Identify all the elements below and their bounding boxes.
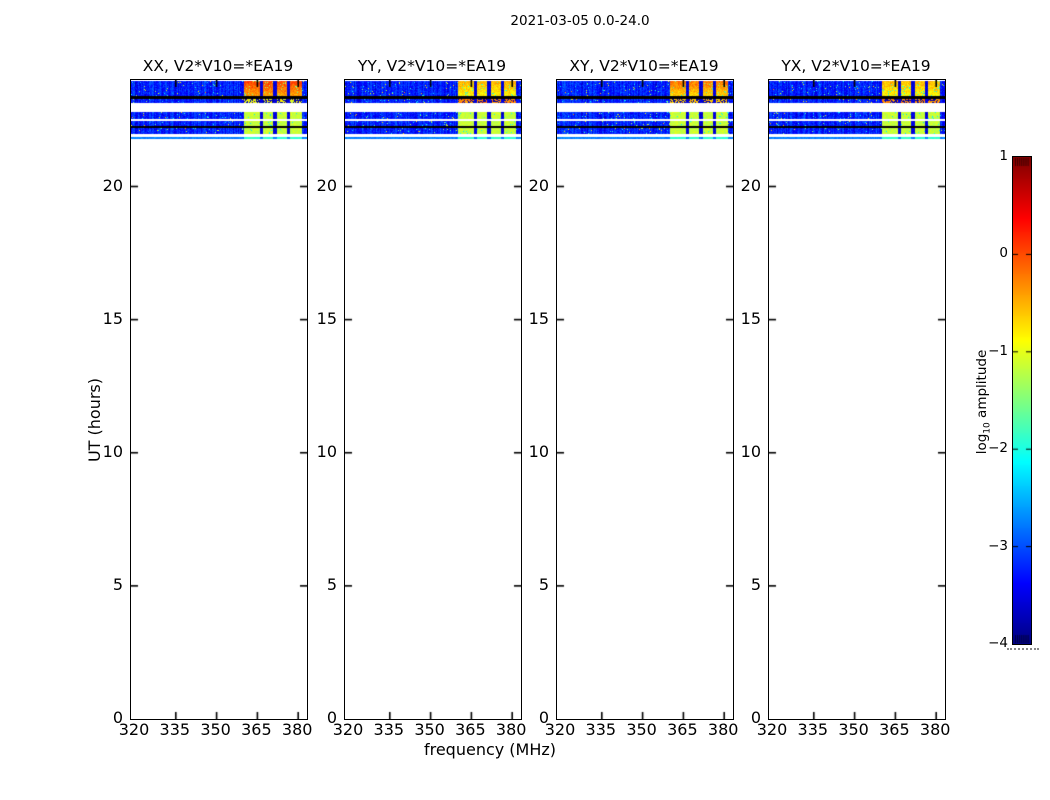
x-tick-label-yy-335: 335 [373, 720, 405, 739]
y-tick-label-yy-5: 5 [326, 574, 337, 594]
colorbar-tick-label--2: −2 [988, 440, 1008, 457]
y-tick-label-yy-15: 15 [316, 308, 337, 328]
y-tick-label-yx-20: 20 [740, 175, 761, 195]
y-tick-label-xy-0: 0 [538, 708, 549, 727]
y-tick-label-xx-10: 10 [102, 441, 123, 461]
y-tick-label-yx-15: 15 [740, 308, 761, 328]
figure-title: 2021-03-05 0.0-24.0 [510, 13, 650, 29]
colorbar-tick-label--1: −1 [988, 342, 1008, 359]
x-tick-label-yx-350: 350 [838, 720, 869, 739]
x-tick-label-xy-365: 365 [667, 720, 698, 739]
colorbar-label-prefix: log [974, 433, 990, 455]
y-tick-label-xy-10: 10 [528, 441, 549, 461]
y-tick-label-yx-10: 10 [740, 441, 761, 461]
x-tick-label-yy-380: 380 [495, 720, 527, 739]
spectrogram-panel-yy [344, 79, 522, 720]
spectrogram-canvas-xx [131, 80, 307, 719]
y-tick-label-xy-15: 15 [528, 308, 549, 328]
x-tick-label-yx-380: 380 [919, 720, 951, 739]
x-tick-label-xy-320: 320 [544, 720, 576, 739]
x-tick-label-yy-320: 320 [332, 720, 364, 739]
colorbar-tick-label--3: −3 [988, 537, 1008, 554]
x-axis-label: frequency (MHz) [423, 740, 557, 759]
panel-title-yy: YY, V2*V10=*EA19 [357, 57, 507, 75]
y-tick-label-yx-5: 5 [750, 574, 761, 594]
spectrogram-panel-xx [130, 79, 308, 720]
colorbar-label: log10 amplitude [973, 336, 993, 468]
y-tick-label-yy-10: 10 [316, 441, 337, 461]
colorbar-tick-label-1: 1 [999, 148, 1008, 164]
x-tick-label-xx-380: 380 [281, 720, 313, 739]
x-tick-label-yx-320: 320 [756, 720, 788, 739]
y-tick-label-xx-0: 0 [112, 708, 123, 727]
spectrogram-panel-yx [768, 79, 946, 720]
y-tick-label-xx-5: 5 [112, 574, 123, 594]
spectrogram-canvas-yx [769, 80, 945, 719]
colorbar-gradient-canvas [1013, 157, 1031, 644]
colorbar-dotted-line [1007, 648, 1039, 650]
colorbar-tick-label-0: 0 [999, 245, 1008, 262]
x-tick-label-xx-335: 335 [159, 720, 191, 739]
x-tick-label-yx-365: 365 [879, 720, 910, 739]
x-tick-label-xy-335: 335 [585, 720, 617, 739]
x-tick-label-yy-365: 365 [455, 720, 486, 739]
x-tick-label-xx-350: 350 [200, 720, 231, 739]
x-tick-label-yx-335: 335 [797, 720, 829, 739]
y-tick-label-xx-20: 20 [102, 175, 123, 195]
x-tick-label-xx-365: 365 [241, 720, 272, 739]
colorbar-tick-label--4: −4 [988, 635, 1008, 651]
y-tick-label-yx-0: 0 [750, 708, 761, 727]
y-tick-label-yy-0: 0 [326, 708, 337, 727]
x-tick-label-yy-350: 350 [414, 720, 445, 739]
y-tick-label-yy-20: 20 [316, 175, 337, 195]
colorbar-label-sub: 10 [982, 422, 993, 434]
y-tick-label-xx-15: 15 [102, 308, 123, 328]
y-tick-label-xy-5: 5 [538, 574, 549, 594]
x-tick-label-xy-350: 350 [626, 720, 657, 739]
colorbar [1012, 156, 1032, 645]
x-tick-label-xy-380: 380 [707, 720, 739, 739]
x-tick-label-xx-320: 320 [118, 720, 150, 739]
spectrogram-canvas-xy [557, 80, 733, 719]
spectrogram-canvas-yy [345, 80, 521, 719]
panel-title-yx: YX, V2*V10=*EA19 [781, 57, 931, 75]
y-axis-label: UT (hours) [85, 377, 104, 463]
y-tick-label-xy-20: 20 [528, 175, 549, 195]
colorbar-label-suffix: amplitude [974, 349, 990, 423]
panel-title-xx: XX, V2*V10=*EA19 [142, 57, 294, 75]
spectrogram-panel-xy [556, 79, 734, 720]
panel-title-xy: XY, V2*V10=*EA19 [569, 57, 719, 75]
